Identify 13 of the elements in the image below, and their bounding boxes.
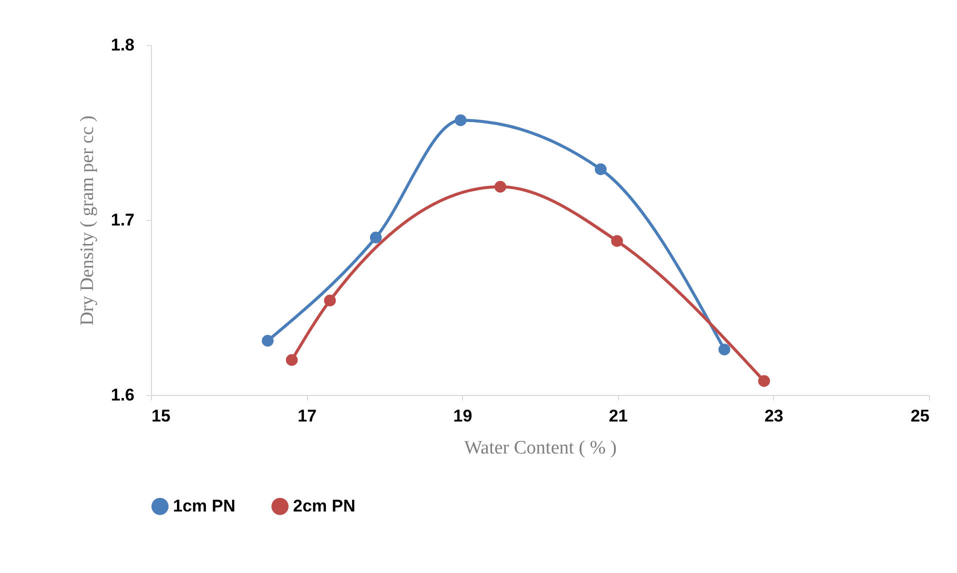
legend-label: 2cm PN xyxy=(293,496,356,516)
x-tick-label: 25 xyxy=(910,406,930,426)
x-tick-label: 23 xyxy=(764,406,784,426)
x-tick-label: 19 xyxy=(453,406,472,426)
y-tick-label: 1.8 xyxy=(110,36,134,54)
legend-label: 1cm PN xyxy=(173,496,236,516)
x-tick-label: 21 xyxy=(608,406,628,426)
x-tick-label: 17 xyxy=(298,406,317,426)
x-axis-title: Water Content ( % ) xyxy=(464,438,617,458)
y-tick-label: 1.6 xyxy=(110,386,134,404)
x-tick-label: 15 xyxy=(152,406,170,426)
y-axis-title: Dry Density ( gram per cc ) xyxy=(76,116,98,326)
y-tick-label: 1.7 xyxy=(110,210,134,230)
